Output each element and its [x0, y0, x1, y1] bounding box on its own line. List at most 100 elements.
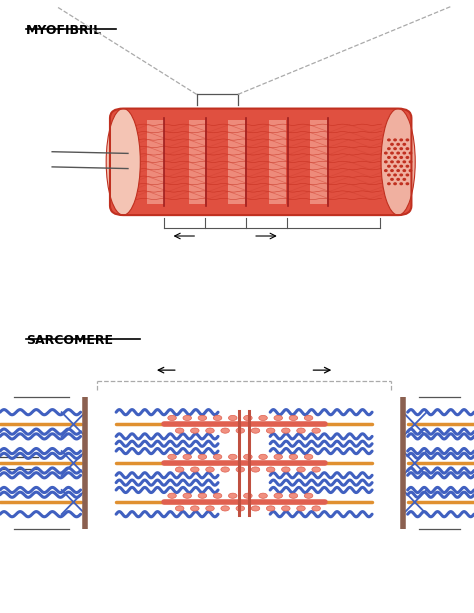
Ellipse shape	[221, 506, 229, 511]
Circle shape	[400, 139, 402, 141]
Circle shape	[388, 148, 390, 150]
Ellipse shape	[221, 467, 229, 472]
Circle shape	[406, 148, 409, 150]
Ellipse shape	[221, 428, 229, 433]
Circle shape	[397, 152, 400, 154]
Ellipse shape	[266, 467, 275, 472]
Ellipse shape	[183, 416, 191, 421]
Circle shape	[406, 166, 409, 167]
Circle shape	[388, 139, 390, 141]
Ellipse shape	[236, 467, 245, 472]
Text: SARCOMERE: SARCOMERE	[26, 333, 113, 346]
Ellipse shape	[168, 454, 176, 459]
FancyBboxPatch shape	[228, 120, 245, 204]
Ellipse shape	[266, 428, 275, 433]
Ellipse shape	[106, 109, 140, 215]
Circle shape	[400, 148, 402, 150]
FancyBboxPatch shape	[189, 120, 205, 204]
Circle shape	[391, 178, 393, 180]
Ellipse shape	[206, 506, 214, 511]
Circle shape	[406, 139, 409, 141]
Ellipse shape	[183, 454, 191, 459]
Circle shape	[403, 143, 406, 145]
Circle shape	[397, 161, 400, 162]
Circle shape	[394, 183, 396, 185]
Circle shape	[385, 152, 387, 154]
Ellipse shape	[168, 493, 176, 498]
Ellipse shape	[183, 493, 191, 498]
Ellipse shape	[244, 454, 252, 459]
FancyBboxPatch shape	[147, 120, 164, 204]
Ellipse shape	[213, 493, 222, 498]
Circle shape	[394, 166, 396, 167]
Circle shape	[400, 166, 402, 167]
Ellipse shape	[206, 467, 214, 472]
Ellipse shape	[191, 428, 199, 433]
Ellipse shape	[312, 467, 320, 472]
Ellipse shape	[213, 454, 222, 459]
Ellipse shape	[244, 416, 252, 421]
FancyBboxPatch shape	[310, 120, 327, 204]
Ellipse shape	[312, 506, 320, 511]
Circle shape	[403, 178, 406, 180]
Circle shape	[400, 174, 402, 176]
Ellipse shape	[244, 493, 252, 498]
Ellipse shape	[304, 454, 313, 459]
Circle shape	[385, 170, 387, 172]
FancyBboxPatch shape	[110, 109, 411, 215]
Ellipse shape	[304, 416, 313, 421]
Ellipse shape	[236, 428, 245, 433]
Circle shape	[394, 139, 396, 141]
Ellipse shape	[228, 493, 237, 498]
Circle shape	[397, 170, 400, 172]
Ellipse shape	[282, 428, 290, 433]
Circle shape	[391, 161, 393, 162]
Circle shape	[394, 156, 396, 158]
Ellipse shape	[213, 416, 222, 421]
Ellipse shape	[251, 428, 260, 433]
Ellipse shape	[206, 428, 214, 433]
Circle shape	[403, 161, 406, 162]
Circle shape	[388, 166, 390, 167]
Ellipse shape	[297, 428, 305, 433]
Circle shape	[394, 174, 396, 176]
Circle shape	[403, 170, 406, 172]
Circle shape	[400, 183, 402, 185]
Ellipse shape	[274, 454, 283, 459]
Ellipse shape	[168, 416, 176, 421]
Ellipse shape	[236, 506, 245, 511]
Ellipse shape	[282, 467, 290, 472]
Ellipse shape	[297, 506, 305, 511]
Ellipse shape	[259, 493, 267, 498]
Circle shape	[400, 156, 402, 158]
Circle shape	[406, 156, 409, 158]
Ellipse shape	[259, 416, 267, 421]
Ellipse shape	[304, 493, 313, 498]
Ellipse shape	[228, 454, 237, 459]
Circle shape	[391, 143, 393, 145]
Circle shape	[397, 143, 400, 145]
Ellipse shape	[198, 493, 207, 498]
Circle shape	[410, 170, 412, 172]
Circle shape	[391, 152, 393, 154]
Ellipse shape	[289, 416, 298, 421]
Circle shape	[410, 152, 412, 154]
Ellipse shape	[297, 467, 305, 472]
Text: MYOFIBRIL: MYOFIBRIL	[26, 23, 102, 37]
Ellipse shape	[251, 506, 260, 511]
Ellipse shape	[381, 109, 415, 215]
Circle shape	[391, 170, 393, 172]
Ellipse shape	[191, 506, 199, 511]
Ellipse shape	[251, 467, 260, 472]
Ellipse shape	[289, 493, 298, 498]
Circle shape	[397, 178, 400, 180]
Ellipse shape	[228, 416, 237, 421]
Circle shape	[410, 161, 412, 162]
Ellipse shape	[282, 506, 290, 511]
Ellipse shape	[289, 454, 298, 459]
Ellipse shape	[274, 493, 283, 498]
Ellipse shape	[266, 506, 275, 511]
Circle shape	[388, 156, 390, 158]
FancyBboxPatch shape	[269, 120, 286, 204]
Ellipse shape	[175, 428, 184, 433]
